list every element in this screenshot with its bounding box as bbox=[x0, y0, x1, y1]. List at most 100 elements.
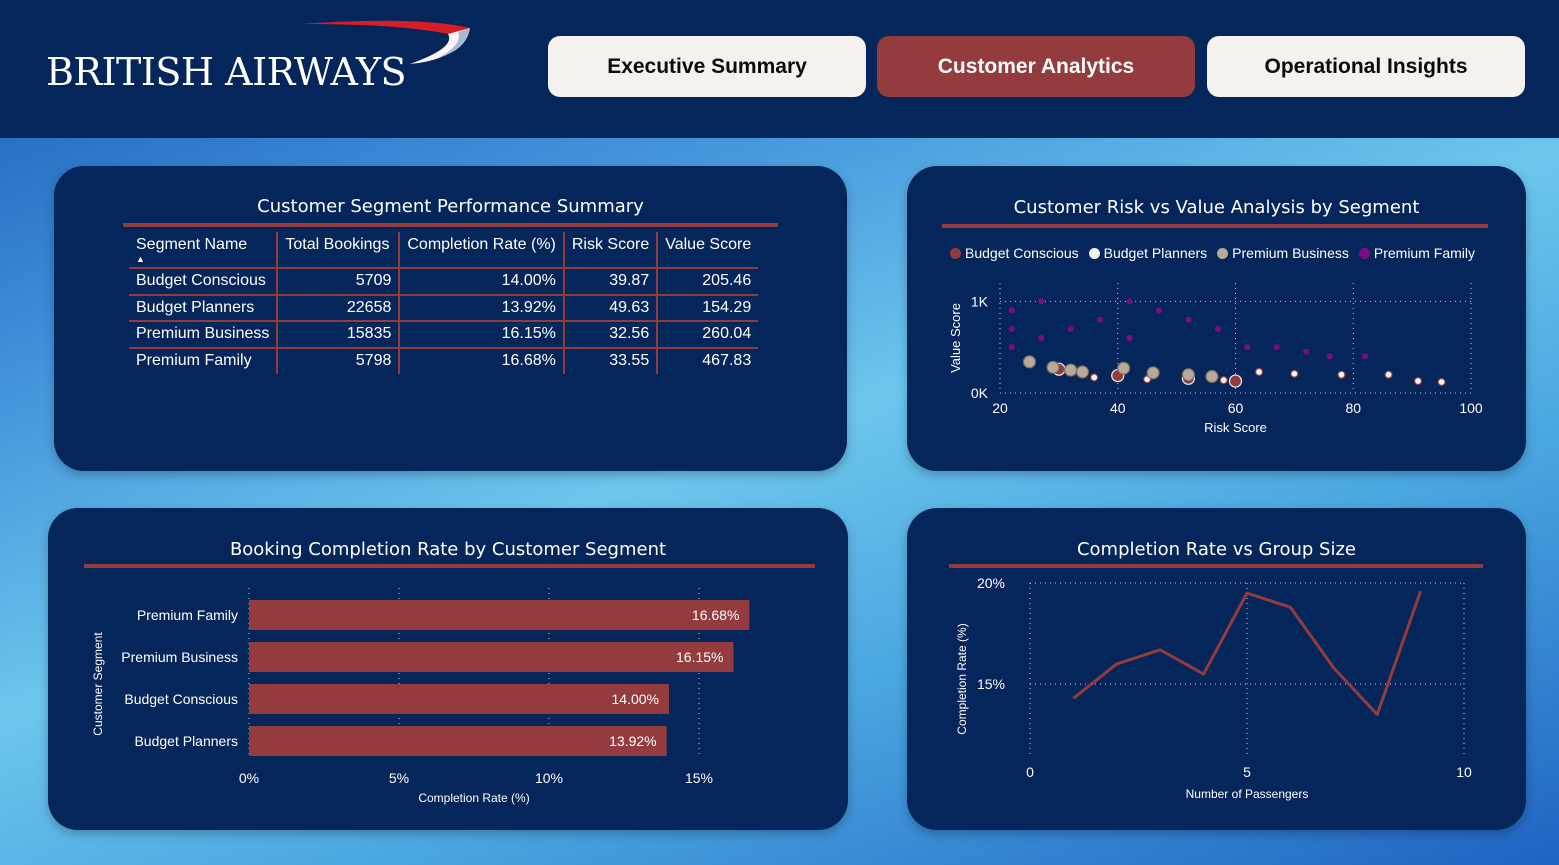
column-header-label: Segment Name bbox=[136, 236, 248, 253]
x-tick-label: 80 bbox=[1345, 400, 1361, 416]
column-header-segment-name[interactable]: Segment Name ▲ bbox=[129, 232, 279, 268]
bar bbox=[249, 642, 734, 672]
column-header-total-bookings[interactable]: Total Bookings bbox=[277, 232, 401, 268]
scatter-point bbox=[1008, 325, 1015, 332]
scatter-point bbox=[1228, 374, 1243, 388]
scatter-point bbox=[1075, 365, 1090, 379]
table-row: Budget Planners 22658 13.92% 49.63 154.2… bbox=[129, 294, 759, 321]
scatter-point bbox=[1214, 325, 1221, 332]
group-size-line-chart: 0 5 10 15% 20% Number of Passengers Completion… bbox=[955, 575, 1472, 801]
segment-summary-title: Customer Segment Performance Summary bbox=[257, 196, 644, 217]
cell-risk-score: 49.63 bbox=[563, 294, 659, 321]
cell-total-bookings: 5798 bbox=[277, 347, 401, 374]
speedmarque-icon bbox=[300, 20, 470, 64]
scatter-point bbox=[1384, 370, 1393, 379]
group-size-title: Completion Rate vs Group Size bbox=[1076, 539, 1357, 560]
scatter-point bbox=[1181, 368, 1195, 382]
legend-item-budget-conscious[interactable]: Budget Conscious bbox=[950, 245, 1079, 261]
scatter-point bbox=[1146, 366, 1160, 380]
cell-completion-rate: 13.92% bbox=[399, 294, 565, 321]
x-tick-label: 60 bbox=[1228, 400, 1244, 416]
scatter-point bbox=[1064, 363, 1078, 377]
table-header-row: Segment Name ▲ Total Bookings Completion … bbox=[129, 232, 759, 268]
bar bbox=[249, 726, 667, 756]
legend-item-premium-business[interactable]: Premium Business bbox=[1217, 245, 1349, 261]
legend-item-premium-family[interactable]: Premium Family bbox=[1358, 245, 1475, 261]
cell-total-bookings: 15835 bbox=[277, 321, 401, 348]
y-axis-title: Value Score bbox=[948, 303, 963, 373]
group-size-card: Completion Rate vs Group Size bbox=[907, 508, 1526, 830]
segment-summary-table: Segment Name ▲ Total Bookings Completion … bbox=[129, 232, 759, 374]
column-header-completion-rate[interactable]: Completion Rate (%) bbox=[399, 232, 565, 268]
risk-value-card: Customer Risk vs Value Analysis by Segme… bbox=[907, 166, 1526, 471]
table-row: Budget Conscious 5709 14.00% 39.87 205.4… bbox=[129, 268, 759, 295]
risk-value-scatter-chart: 20 40 60 80 100 0K 1K Risk Score Value Score bbox=[948, 283, 1483, 435]
brand-name: BRITISH AIRWAYS bbox=[46, 50, 407, 94]
scatter-point bbox=[1117, 361, 1131, 375]
scatter-point bbox=[1038, 334, 1045, 342]
sort-ascending-icon: ▲ bbox=[136, 254, 145, 264]
cell-segment-name: Premium Family bbox=[129, 347, 279, 374]
bar-data-label: 16.68% bbox=[692, 607, 739, 623]
y-tick-label: 0K bbox=[971, 385, 989, 401]
scatter-point bbox=[1155, 307, 1163, 314]
x-tick-label: 10% bbox=[535, 770, 563, 786]
y-axis-title: Completion Rate (%) bbox=[955, 623, 969, 734]
scatter-point bbox=[1185, 316, 1192, 323]
cell-completion-rate: 16.15% bbox=[399, 321, 565, 348]
scatter-point bbox=[1273, 344, 1280, 351]
cell-completion-rate: 16.68% bbox=[399, 347, 565, 374]
cell-value-score: 154.29 bbox=[702, 298, 752, 316]
scatter-point bbox=[1090, 373, 1099, 382]
title-divider bbox=[942, 224, 1488, 228]
y-tick-label: 20% bbox=[977, 575, 1005, 591]
y-tick-label: Budget Conscious bbox=[124, 691, 238, 707]
y-tick-label: Premium Business bbox=[121, 649, 238, 665]
x-axis-title: Completion Rate (%) bbox=[418, 791, 529, 805]
scatter-point bbox=[1126, 334, 1133, 342]
nav-executive-summary-button[interactable]: Executive Summary bbox=[548, 36, 866, 97]
completion-rate-bar-chart: 0% 5% 10% 15% Completion Rate (%) Customer Se… bbox=[91, 588, 750, 805]
scatter-point bbox=[1096, 316, 1104, 323]
x-tick-label: 20 bbox=[992, 400, 1008, 416]
top-bar: BRITISH AIRWAYS Executive Summary Custom… bbox=[0, 0, 1559, 138]
column-header-risk-score[interactable]: Risk Score bbox=[563, 232, 659, 268]
segment-summary-card: Customer Segment Performance Summary Seg… bbox=[54, 166, 847, 471]
scatter-point bbox=[1205, 369, 1219, 384]
scatter-point bbox=[1326, 353, 1333, 360]
y-tick-label: 1K bbox=[971, 293, 989, 309]
scatter-point bbox=[1361, 353, 1369, 360]
scatter-point bbox=[1008, 307, 1015, 314]
y-tick-label: Premium Family bbox=[137, 607, 238, 623]
cell-completion-rate: 14.00% bbox=[399, 268, 565, 295]
legend-marker-icon bbox=[1088, 247, 1100, 259]
x-axis-title: Risk Score bbox=[1204, 420, 1267, 435]
legend-label: Premium Business bbox=[1232, 245, 1349, 261]
legend-item-budget-planners[interactable]: Budget Planners bbox=[1088, 245, 1208, 261]
y-axis-title: Customer Segment bbox=[91, 632, 105, 736]
x-axis-title: Number of Passengers bbox=[1186, 787, 1309, 801]
cell-value-score: 205.46 bbox=[702, 272, 752, 290]
y-tick-label: Budget Planners bbox=[134, 733, 238, 749]
x-tick-label: 10 bbox=[1456, 764, 1472, 780]
cell-total-bookings: 22658 bbox=[277, 294, 401, 321]
cell-risk-score: 33.55 bbox=[563, 347, 659, 374]
table-row: Premium Business 15835 16.15% 32.56 260.… bbox=[129, 321, 759, 348]
bar-data-label: 13.92% bbox=[609, 733, 656, 749]
legend-marker-icon bbox=[1217, 247, 1229, 259]
column-header-value-score[interactable]: Value Score bbox=[665, 236, 752, 253]
legend-label: Budget Planners bbox=[1103, 245, 1208, 261]
x-tick-label: 5% bbox=[389, 770, 409, 786]
y-tick-label: 15% bbox=[977, 676, 1005, 692]
scatter-point bbox=[1337, 370, 1346, 379]
series-line bbox=[1072, 590, 1423, 717]
scatter-legend: Budget Conscious Budget Planners Premium… bbox=[950, 245, 1475, 261]
nav-operational-insights-button[interactable]: Operational Insights bbox=[1207, 36, 1525, 97]
cell-value-score: 260.04 bbox=[702, 325, 752, 343]
scatter-point bbox=[1008, 344, 1015, 351]
cell-segment-name: Budget Planners bbox=[129, 294, 279, 321]
scatter-point bbox=[1290, 369, 1299, 378]
nav-customer-analytics-button[interactable]: Customer Analytics bbox=[877, 36, 1195, 97]
cell-segment-name: Premium Business bbox=[129, 321, 279, 348]
x-tick-label: 40 bbox=[1110, 400, 1126, 416]
